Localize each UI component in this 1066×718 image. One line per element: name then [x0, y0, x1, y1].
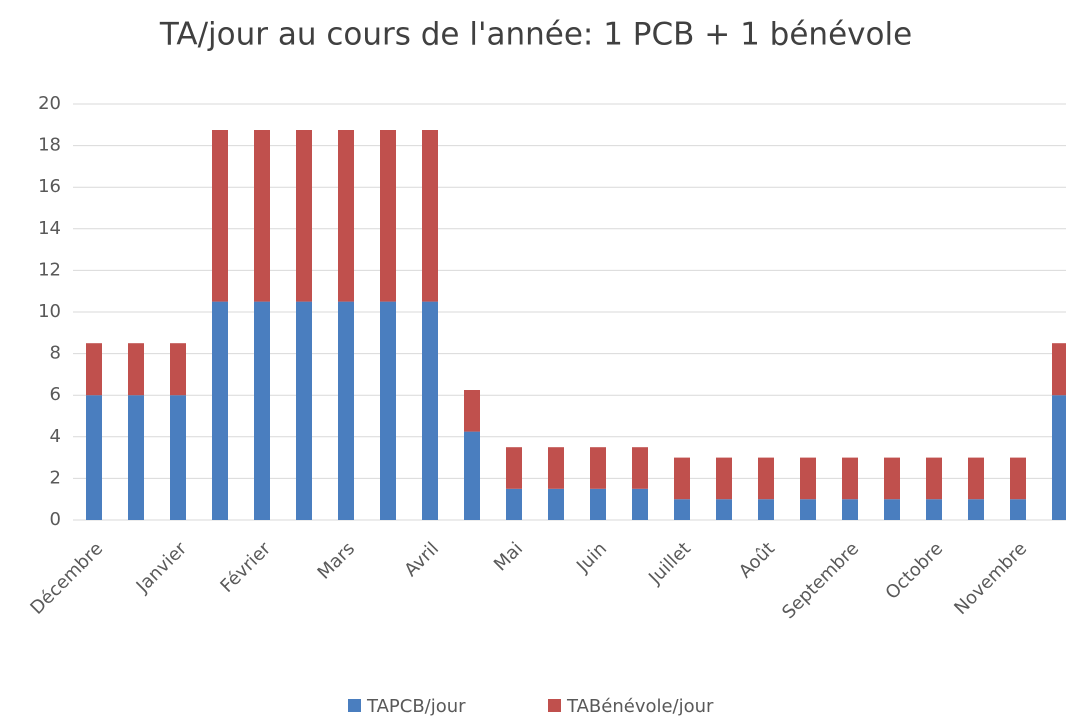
x-tick-label: Octobre — [882, 538, 948, 604]
bar-segment — [758, 499, 774, 520]
bar-segment — [1052, 343, 1066, 396]
bar-segment — [716, 499, 732, 520]
x-tick-label: Août — [735, 538, 779, 582]
bar-segment — [968, 499, 984, 520]
bar-segment — [506, 488, 522, 520]
bar-segment — [842, 457, 858, 500]
x-tick-label: Juin — [572, 538, 611, 577]
bar-segment — [1010, 457, 1026, 500]
x-tick-label: Décembre — [26, 538, 107, 619]
y-tick-label: 12 — [38, 259, 61, 280]
y-tick-label: 4 — [50, 426, 61, 447]
y-tick-label: 18 — [38, 135, 61, 156]
chart-title: TA/jour au cours de l'année: 1 PCB + 1 b… — [159, 17, 912, 53]
y-tick-label: 20 — [38, 93, 61, 114]
bar-segment — [800, 499, 816, 520]
bar-segment — [632, 488, 648, 520]
bar-segment — [254, 130, 270, 302]
bar-segment — [128, 343, 144, 396]
legend-swatch — [548, 699, 561, 712]
bar-segment — [842, 499, 858, 520]
y-tick-label: 10 — [38, 301, 61, 322]
bar-segment — [674, 499, 690, 520]
bar-segment — [590, 447, 606, 489]
bar-segment — [212, 301, 228, 520]
x-tick-label: Avril — [400, 538, 443, 581]
bar-segment — [758, 457, 774, 500]
bar-segment — [338, 301, 354, 520]
y-tick-label: 6 — [50, 384, 61, 405]
bar-segment — [464, 390, 480, 432]
x-tick-label: Mars — [314, 538, 359, 583]
bar-segment — [884, 499, 900, 520]
bar-segment — [254, 301, 270, 520]
bar-segment — [926, 457, 942, 500]
bar-segment — [548, 447, 564, 489]
bar-segment — [716, 457, 732, 500]
x-tick-label: Février — [216, 538, 275, 597]
bar-segment — [674, 457, 690, 500]
legend-label: TABénévole/jour — [566, 696, 714, 717]
y-tick-label: 8 — [50, 343, 61, 364]
bar-segment — [464, 431, 480, 520]
bar-segment — [968, 457, 984, 500]
x-tick-label: Juillet — [644, 538, 695, 589]
bar-segment — [422, 301, 438, 520]
bar-segment — [170, 343, 186, 396]
x-tick-label: Septembre — [778, 538, 863, 623]
bar-segment — [800, 457, 816, 500]
bar-segment — [548, 488, 564, 520]
bar-segment — [506, 447, 522, 489]
bar-segment — [380, 301, 396, 520]
bar-segment — [1052, 395, 1066, 520]
bar-segment — [128, 395, 144, 520]
bar-segment — [86, 395, 102, 520]
y-tick-label: 16 — [38, 176, 61, 197]
x-tick-label: Novembre — [950, 538, 1031, 619]
bar-segment — [338, 130, 354, 302]
bar-segment — [926, 499, 942, 520]
y-tick-label: 2 — [50, 467, 61, 488]
bar-segment — [380, 130, 396, 302]
y-tick-label: 0 — [50, 509, 61, 530]
bar-segment — [590, 488, 606, 520]
bar-segment — [884, 457, 900, 500]
legend-swatch — [348, 699, 361, 712]
bar-segment — [422, 130, 438, 302]
bar-segment — [1010, 499, 1026, 520]
y-tick-label: 14 — [38, 218, 61, 239]
bar-segment — [296, 301, 312, 520]
bar-segment — [296, 130, 312, 302]
x-tick-label: Janvier — [132, 538, 192, 598]
legend-label: TAPCB/jour — [366, 696, 466, 717]
bar-segment — [170, 395, 186, 520]
bar-segment — [632, 447, 648, 489]
bar-segment — [212, 130, 228, 302]
bar-segment — [86, 343, 102, 396]
x-tick-label: Mai — [490, 538, 527, 575]
